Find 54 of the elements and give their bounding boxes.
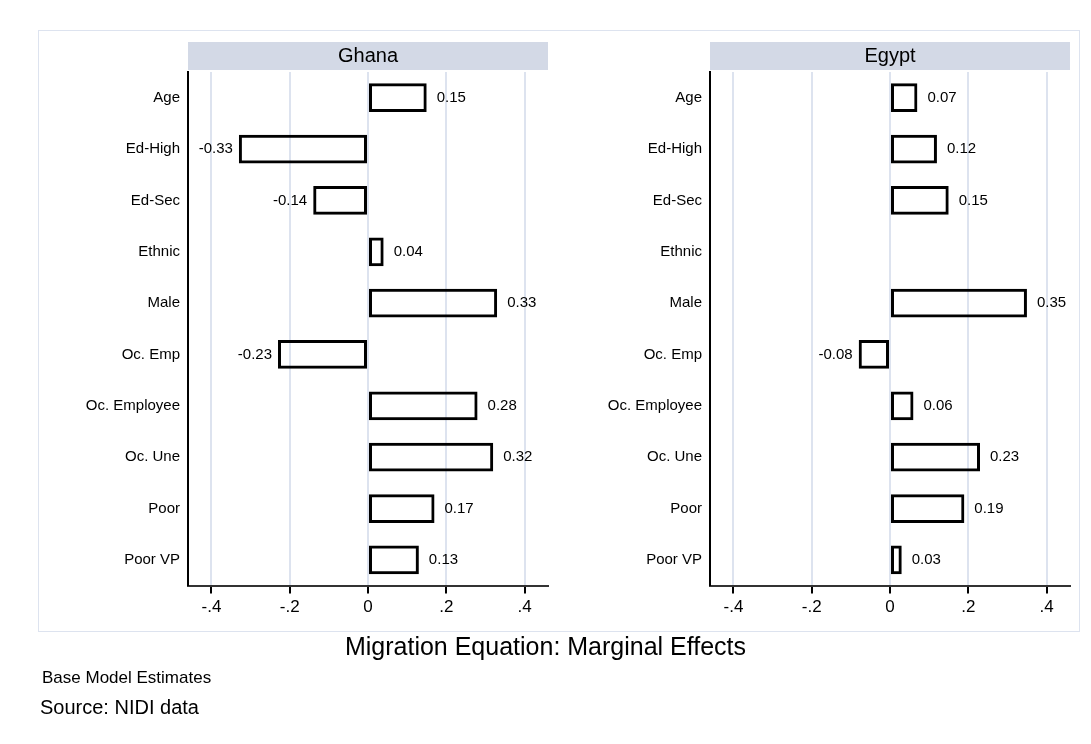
x-tick-label: .2	[961, 597, 976, 617]
data-label: 0.17	[444, 498, 474, 516]
data-label: 0.33	[507, 293, 537, 311]
data-label: 0.32	[503, 447, 533, 465]
y-tick-label: Ed-High	[125, 139, 180, 157]
data-label: 0.15	[958, 190, 988, 208]
y-tick-label: Poor	[148, 498, 180, 516]
data-label: -0.08	[818, 344, 853, 362]
y-tick-label: Ed-High	[647, 139, 702, 157]
y-tick-label: Ethnic	[138, 241, 181, 259]
data-label: 0.35	[1036, 293, 1067, 311]
chart-title: Ghana	[337, 43, 399, 66]
x-tick-label: .2	[439, 597, 454, 617]
y-tick-label: Oc. Employee	[85, 395, 180, 413]
data-label: 0.28	[487, 395, 517, 413]
y-tick-label: Ed-Sec	[652, 190, 703, 208]
y-tick-label: Oc. Employee	[607, 395, 702, 413]
x-tick-label: -.2	[801, 597, 822, 617]
x-tick-label: -.4	[201, 597, 222, 617]
data-label: 0.19	[974, 498, 1004, 516]
y-tick-label: Poor VP	[124, 550, 180, 568]
y-tick-label: Poor VP	[646, 550, 702, 568]
y-tick-label: Oc. Emp	[121, 344, 180, 362]
data-label: 0.03	[911, 550, 941, 568]
y-tick-label: Oc. Une	[646, 447, 702, 465]
data-label: 0.06	[923, 395, 953, 413]
chart-title: Egypt	[864, 43, 917, 66]
y-tick-label: Age	[675, 87, 702, 105]
data-label: 0.13	[428, 550, 459, 568]
y-tick-label: Ethnic	[660, 241, 703, 259]
x-tick-label: 0	[885, 597, 895, 617]
x-tick-label: .4	[1039, 597, 1054, 617]
y-tick-label: Male	[147, 293, 180, 311]
x-tick-label: -.4	[723, 597, 744, 617]
data-label: -0.23	[237, 344, 272, 362]
text: Base Model Estimates	[42, 668, 212, 688]
y-tick-label: Poor	[670, 498, 702, 516]
y-tick-label: Male	[669, 293, 702, 311]
data-label: -0.33	[198, 139, 233, 157]
data-label: -0.14	[273, 190, 308, 208]
x-tick-label: -.2	[279, 597, 300, 617]
data-label: 0.04	[393, 241, 423, 259]
x-tick-label: 0	[363, 597, 373, 617]
y-tick-label: Ed-Sec	[130, 190, 181, 208]
data-label: 0.12	[946, 139, 977, 157]
data-label: 0.07	[927, 87, 957, 105]
source-note: Source: NIDI data	[40, 696, 199, 719]
data-label: 0.15	[436, 87, 466, 105]
data-label: 0.23	[990, 447, 1020, 465]
text: Migration Equation: Marginal Effects	[343, 632, 748, 661]
x-tick-label: .4	[517, 597, 532, 617]
y-tick-label: Oc. Emp	[643, 344, 702, 362]
y-tick-label: Age	[153, 87, 180, 105]
y-tick-label: Oc. Une	[124, 447, 180, 465]
